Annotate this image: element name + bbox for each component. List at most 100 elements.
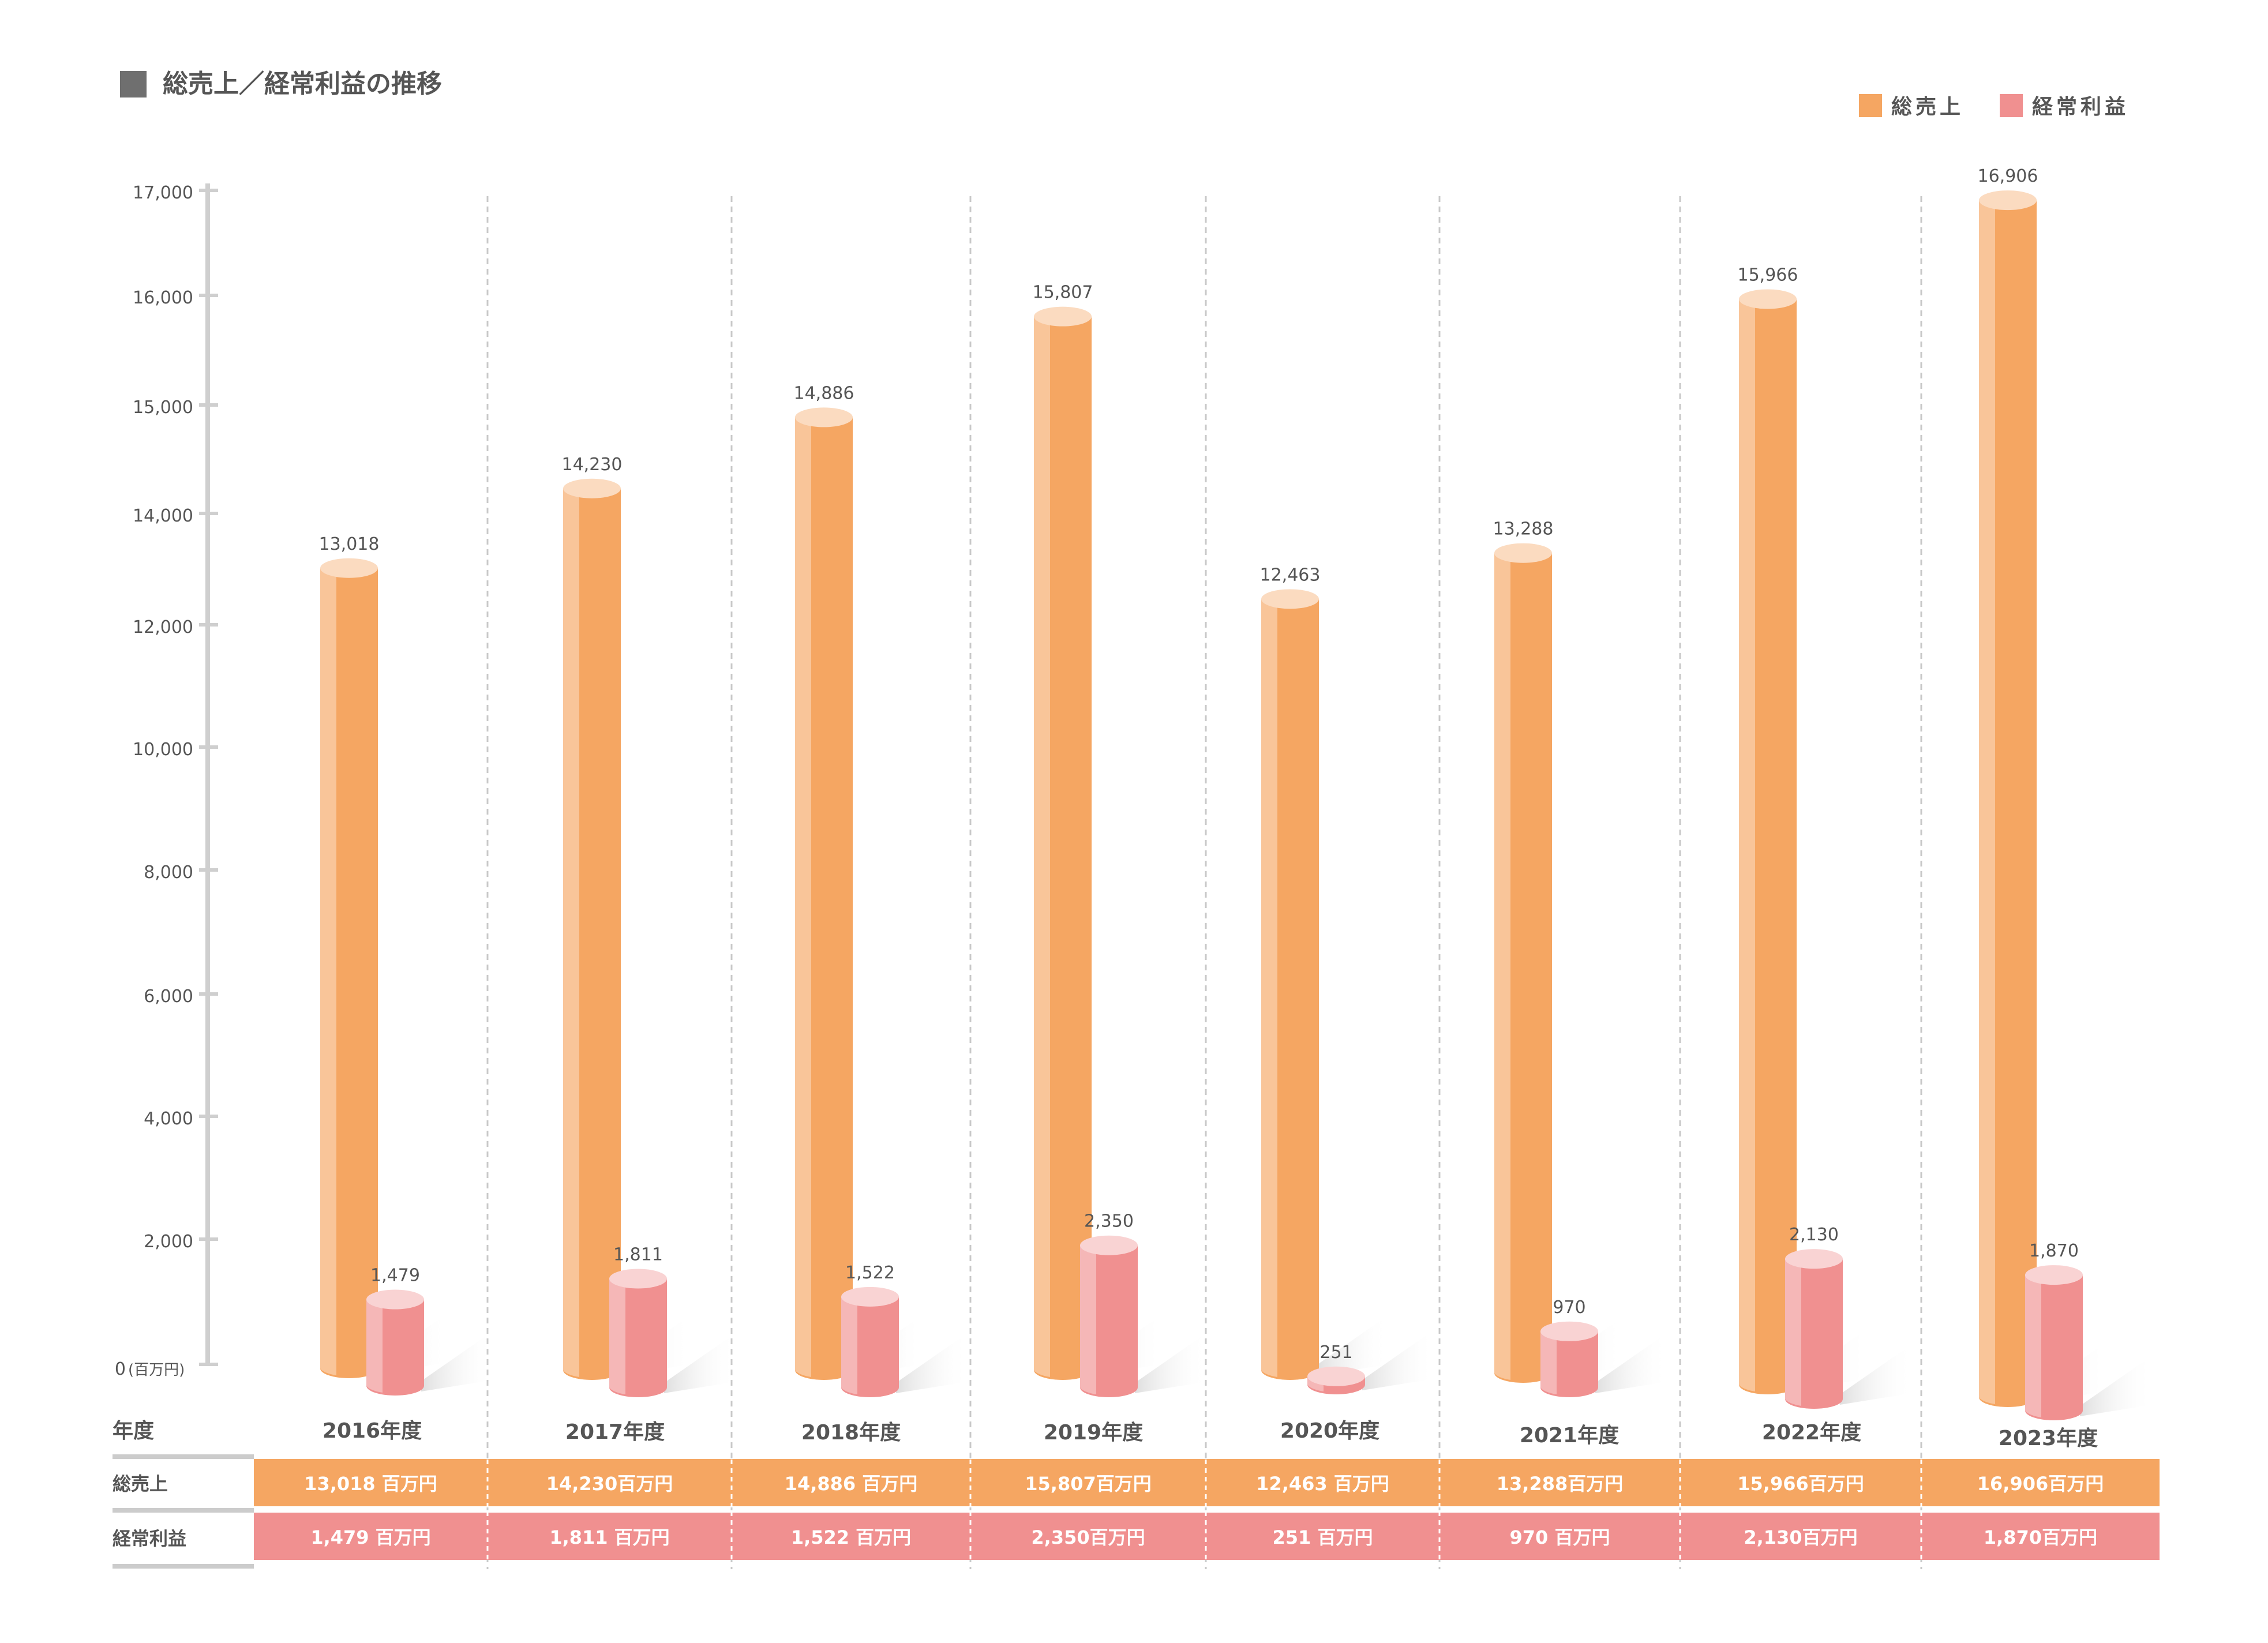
sales-bar-top [1034, 306, 1092, 327]
profit-bar-value-label: 251 [1319, 1342, 1352, 1363]
profit-bar-shadow [2080, 1356, 2152, 1416]
profit-bar-shadow [421, 1331, 493, 1391]
sales-bar-top [795, 407, 853, 427]
category-label: 2021年度 [1520, 1424, 1619, 1447]
profit-bar-top [841, 1286, 899, 1307]
sales-bar-value-label: 14,886 [794, 383, 854, 403]
profit-bar-shadow [1595, 1333, 1667, 1393]
sales-bar-shadow [1316, 1315, 1388, 1376]
profit-bar-highlight [1080, 1245, 1096, 1394]
sales-bar-value-label: 12,463 [1260, 565, 1321, 585]
profit-bar-shadow [1135, 1333, 1207, 1393]
profit-bar-shadow [1840, 1344, 1912, 1405]
sales-bar-value-label: 13,018 [319, 534, 380, 554]
profit-bar: 251 [1307, 1330, 1434, 1394]
sales-bar-value-label: 13,288 [1493, 519, 1554, 539]
profit-bar-highlight [2025, 1275, 2041, 1417]
sales-bar-top [1739, 289, 1797, 309]
table-row-label-profit: 経常利益 [113, 1528, 186, 1550]
legend-label-sales: 総売上 [1891, 95, 1964, 119]
chart-title: 総売上／経常利益の推移 [163, 69, 442, 99]
sales-bar-top [1494, 543, 1552, 563]
category-label: 2019年度 [1044, 1421, 1143, 1445]
table-cell: 15,807百万円 [1025, 1473, 1152, 1495]
category-label: 2016年度 [323, 1419, 422, 1443]
table-row-band [254, 1459, 2160, 1506]
profit-bar-shadow [664, 1333, 736, 1393]
y-tick-label: 0 [115, 1359, 126, 1379]
data-table: 総売上 経常利益 13,018 百万円 14,230百万円 14,886 百万円 15… [113, 1454, 2160, 1569]
profit-bar: 970 [1540, 1297, 1667, 1397]
sales-bar-highlight [1261, 599, 1277, 1377]
category-labels: 2016年度 2017年度 2018年度 2019年度 2020年度 2021年度 2022… [323, 1419, 2098, 1450]
y-tick-label: 6,000 [144, 986, 193, 1007]
table-cell: 970 百万円 [1510, 1526, 1610, 1548]
sales-bar-highlight [320, 568, 336, 1376]
y-axis-unit: (百万円) [128, 1361, 185, 1379]
table-cell: 14,230百万円 [546, 1473, 673, 1495]
y-tick-label: 10,000 [133, 740, 193, 760]
profit-bar: 2,350 [1080, 1211, 1207, 1397]
profit-bar-top [2025, 1265, 2083, 1285]
profit-bar-shadow [1362, 1330, 1434, 1390]
sales-bar: 13,288 [1493, 519, 1621, 1383]
sales-bar-top [563, 478, 621, 498]
profit-bar: 1,479 [366, 1266, 493, 1396]
profit-bar-shadow [896, 1333, 968, 1393]
y-tick-label: 12,000 [133, 617, 193, 637]
profit-bar-top [1540, 1321, 1598, 1341]
title-square-icon [120, 71, 147, 97]
table-cell: 13,018 百万円 [304, 1473, 437, 1495]
profit-bar-highlight [1785, 1259, 1801, 1406]
profit-bar-top [1080, 1235, 1138, 1255]
table-header-label: 年度 [113, 1419, 154, 1443]
sales-bar-highlight [1739, 299, 1755, 1392]
table-cell: 14,886 百万円 [785, 1473, 918, 1495]
table-cell: 13,288百万円 [1497, 1473, 1624, 1495]
table-cell: 2,130百万円 [1744, 1526, 1857, 1548]
legend-swatch-profit [2000, 94, 2023, 117]
sales-bar: 13,018 [319, 534, 447, 1379]
profit-bar-highlight [841, 1296, 857, 1394]
legend-label-profit: 経常利益 [2032, 95, 2129, 119]
category-label: 2018年度 [801, 1421, 901, 1445]
sales-bar-top [1261, 589, 1319, 609]
category-label: 2023年度 [1999, 1427, 2098, 1450]
sales-bar-value-label: 16,906 [1978, 166, 2038, 186]
sales-bar-top [320, 558, 378, 578]
sales-bar-highlight [1979, 200, 1995, 1405]
sales-bar-value-label: 15,807 [1033, 283, 1093, 303]
table-cell: 1,870百万円 [1984, 1526, 2097, 1548]
profit-bar-top [1785, 1249, 1843, 1269]
sales-bar-top [1979, 190, 2037, 211]
profit-bar-top [1307, 1366, 1365, 1386]
profit-bar-value-label: 2,350 [1084, 1211, 1134, 1232]
sales-bar-highlight [795, 417, 811, 1377]
table-cell: 1,522 百万円 [791, 1526, 911, 1548]
sales-bar-highlight [1494, 553, 1510, 1380]
sales-bar-value-label: 15,966 [1738, 265, 1798, 285]
y-tick-label: 15,000 [133, 397, 193, 418]
bars: 13,018 1,479 14,230 1,811 14,886 1,522 15,807 2… [319, 166, 2152, 1420]
y-tick-label: 17,000 [133, 183, 193, 203]
profit-bar-highlight [366, 1299, 383, 1393]
sales-bar-highlight [1034, 316, 1050, 1378]
profit-bar-value-label: 1,870 [2029, 1241, 2079, 1261]
y-tick-label: 4,000 [144, 1109, 193, 1129]
category-label: 2017年度 [565, 1420, 665, 1444]
sales-bar: 12,463 [1260, 565, 1388, 1380]
sales-bar: 16,906 [1978, 166, 2106, 1408]
legend: 総売上 経常利益 [1859, 94, 2129, 119]
table-cell: 16,906百万円 [1977, 1473, 2104, 1495]
profit-bar: 1,522 [841, 1263, 968, 1397]
profit-bar: 2,130 [1785, 1225, 1912, 1409]
profit-bar: 1,870 [2025, 1241, 2152, 1420]
sales-bar-value-label: 14,230 [562, 455, 623, 475]
y-tick-label: 16,000 [133, 288, 193, 308]
sales-bar: 15,966 [1738, 265, 1866, 1395]
legend-swatch-sales [1859, 94, 1882, 117]
table-cell: 15,966百万円 [1737, 1473, 1864, 1495]
sales-bar: 14,886 [794, 383, 922, 1380]
category-label: 2020年度 [1280, 1419, 1379, 1443]
